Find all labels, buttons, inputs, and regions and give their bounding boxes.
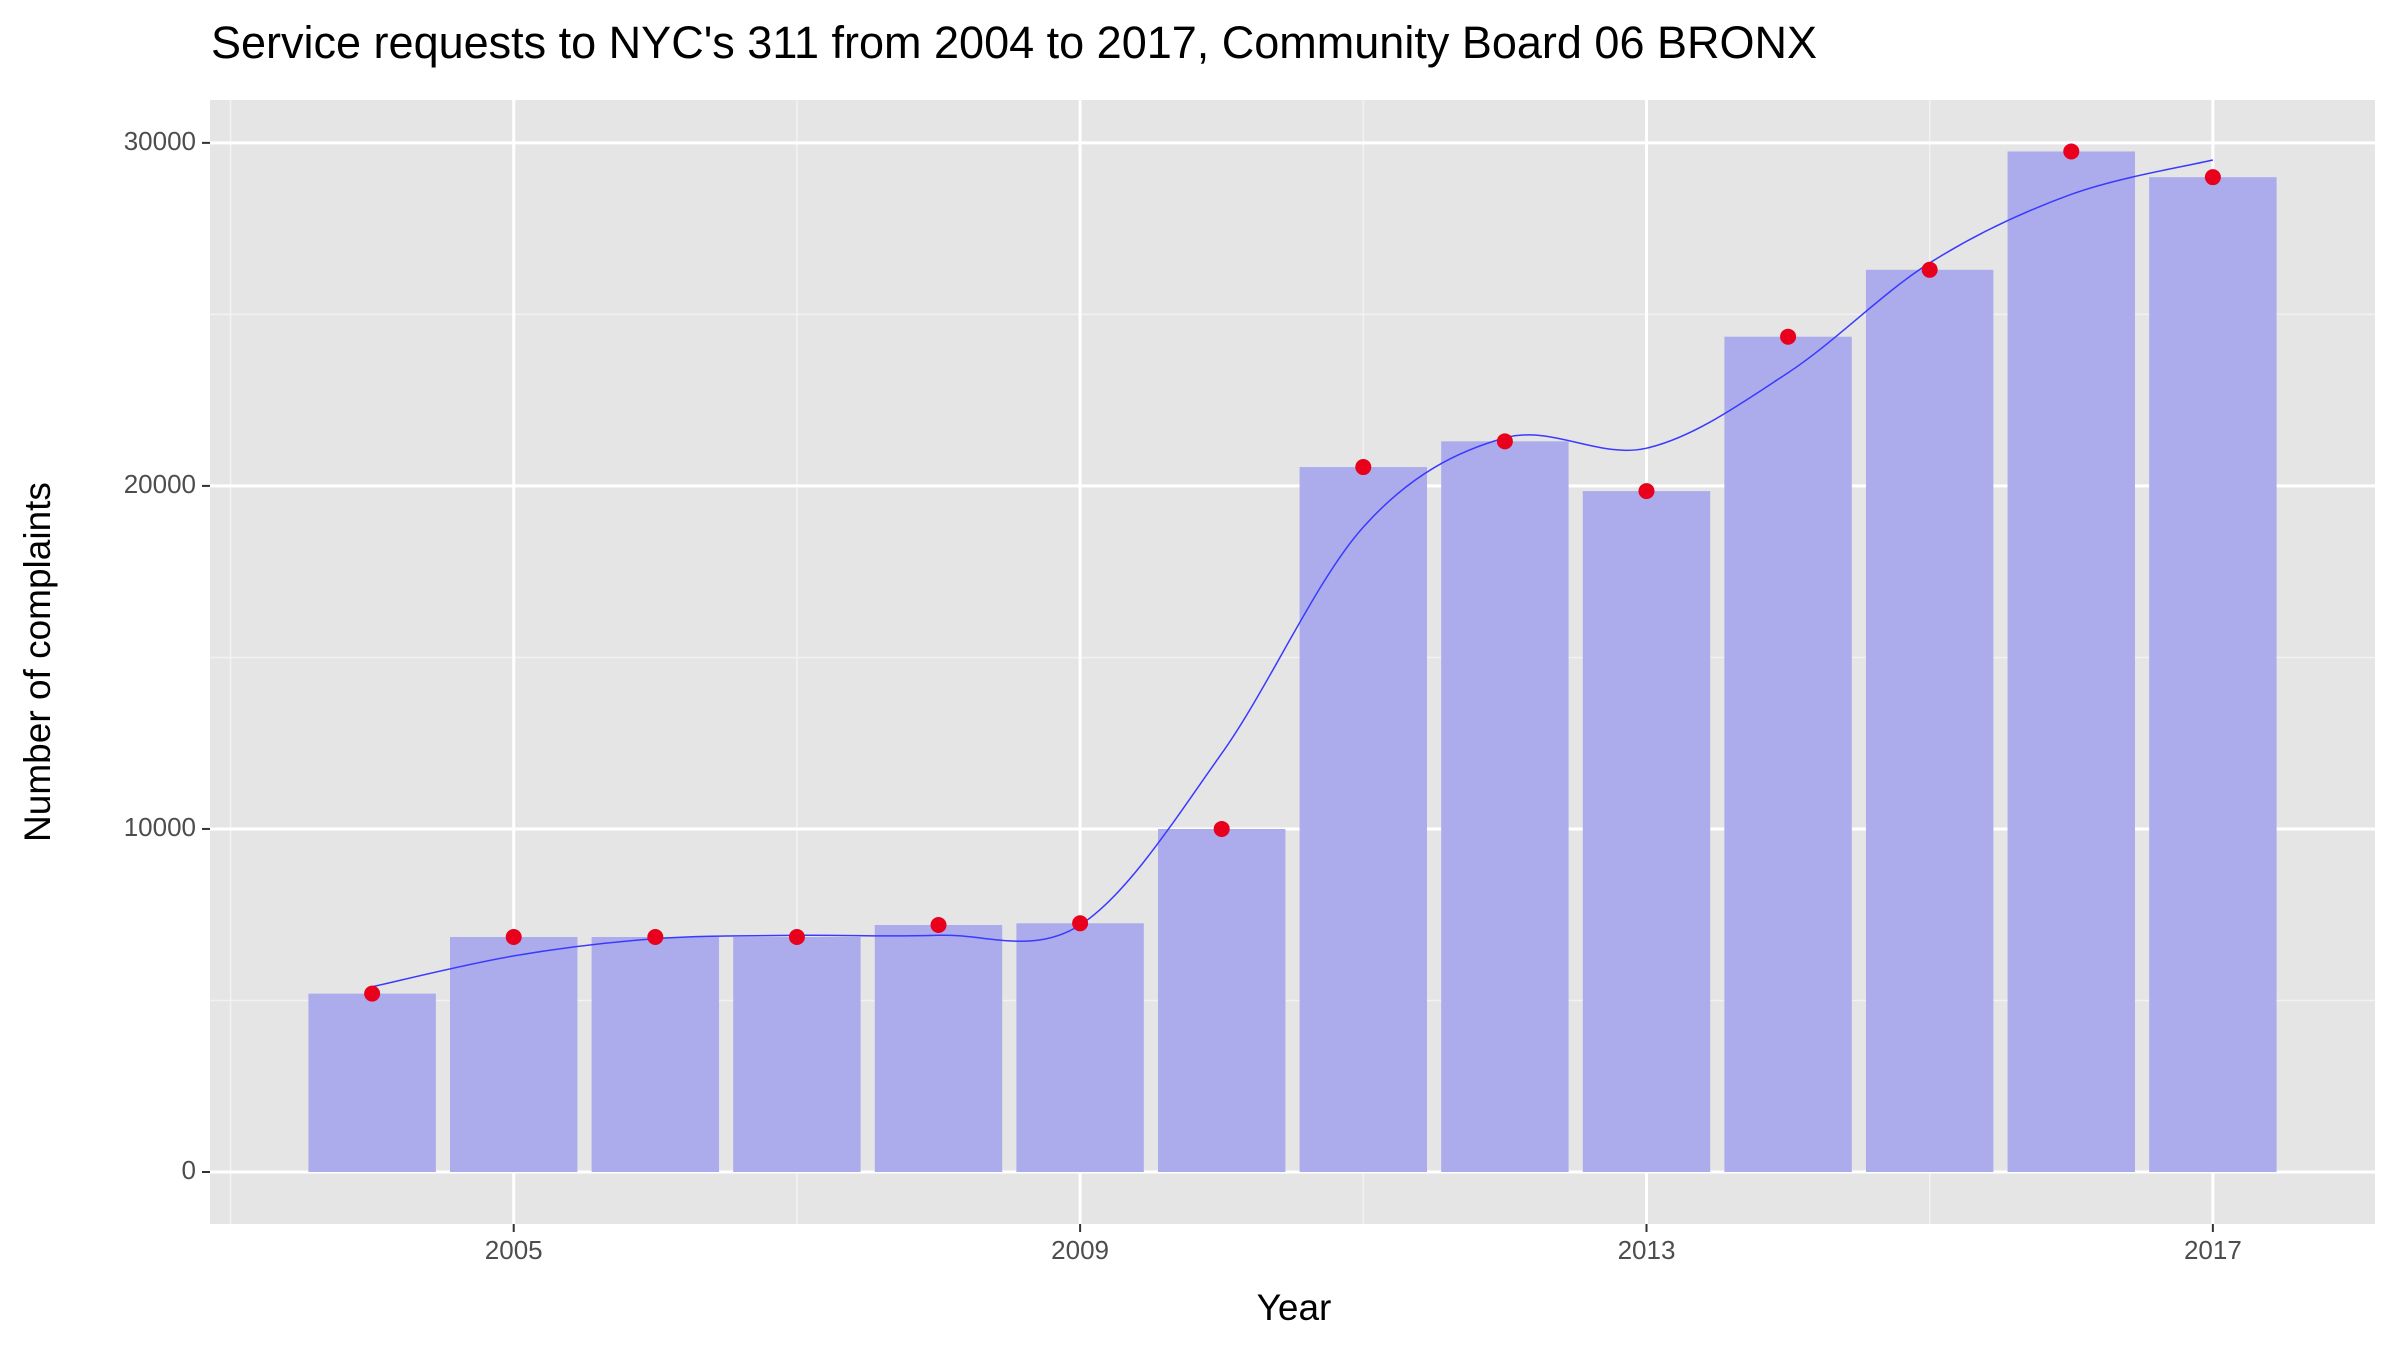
- point: [364, 985, 381, 1002]
- bar: [1299, 467, 1428, 1172]
- bar: [2149, 177, 2277, 1172]
- point: [505, 929, 522, 946]
- y-tick-label: 0: [182, 1155, 196, 1185]
- point: [788, 929, 805, 946]
- y-tick-label: 10000: [124, 812, 196, 842]
- point: [1355, 459, 1372, 476]
- x-tick-label: 2017: [2184, 1235, 2242, 1265]
- bar: [450, 937, 578, 1172]
- bar: [1865, 269, 1994, 1172]
- bar: [1582, 491, 1711, 1172]
- y-axis-title: Number of complaints: [17, 482, 58, 842]
- bar: [1157, 828, 1286, 1172]
- x-axis-title: Year: [1257, 1287, 1332, 1328]
- bar: [2007, 151, 2135, 1172]
- point: [1921, 261, 1938, 278]
- point: [2063, 143, 2080, 160]
- y-tick-label: 20000: [124, 469, 196, 499]
- x-tick-label: 2005: [485, 1235, 543, 1265]
- x-tick-label: 2009: [1051, 1235, 1109, 1265]
- bar: [733, 937, 861, 1172]
- bar: [1441, 441, 1569, 1172]
- smooth-line: [371, 159, 2214, 988]
- point: [2204, 169, 2221, 186]
- bar: [1724, 336, 1852, 1172]
- bar: [308, 993, 436, 1172]
- y-tick-label: 30000: [124, 126, 196, 156]
- point: [647, 929, 664, 946]
- point: [1496, 433, 1513, 450]
- x-tick-label: 2013: [1618, 1235, 1676, 1265]
- point: [1213, 820, 1230, 837]
- chart-title: Service requests to NYC's 311 from 2004 …: [211, 17, 1817, 68]
- bar: [874, 925, 1003, 1172]
- point: [1780, 328, 1797, 345]
- point: [1072, 915, 1089, 932]
- point: [1638, 483, 1655, 500]
- point: [930, 917, 947, 934]
- bar: [1016, 923, 1144, 1172]
- bar: [591, 937, 720, 1172]
